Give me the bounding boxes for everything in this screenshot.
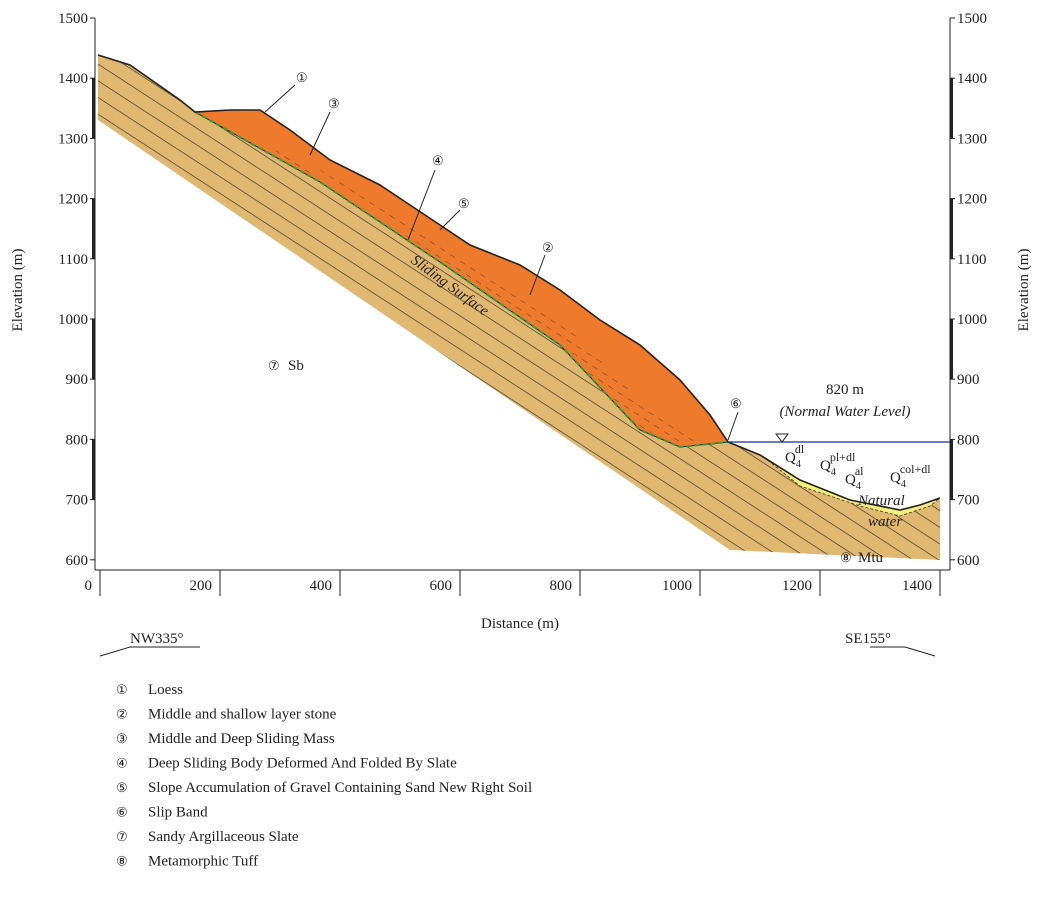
natural-water: Natural (857, 493, 905, 509)
legend-label: Middle and Deep Sliding Mass (148, 731, 335, 747)
x-tick-label: 1000 (662, 578, 692, 594)
q-sup: dl (795, 442, 805, 456)
marker: ② (542, 240, 554, 255)
q-sub: 4 (901, 479, 906, 490)
y-tick-label-right: 700 (957, 493, 980, 509)
y-axis-label: Elevation (m) (10, 249, 26, 332)
y-tick-label-right: 1500 (957, 11, 987, 27)
marker: ③ (328, 96, 340, 111)
legend-label: Sandy Argillaceous Slate (148, 829, 299, 845)
x-tick-label: 0 (85, 578, 93, 594)
q-sup: col+dl (900, 462, 931, 476)
x-tick-label: 600 (430, 578, 453, 594)
x-tick-label: 800 (550, 578, 573, 594)
direction-line (100, 647, 130, 656)
y-tick-label: 1100 (59, 252, 88, 268)
legend-label: Slope Accumulation of Gravel Containing … (148, 780, 532, 796)
quaternary-label: Q4dl (785, 442, 805, 470)
sb-label: Sb (288, 358, 304, 374)
natural-water: water (868, 514, 902, 530)
axis-ruler (950, 199, 953, 259)
y-tick-label-right: 600 (957, 553, 980, 569)
y-tick-label: 600 (66, 553, 89, 569)
cross-section: Elevation (m) Elevation (m) Distance (m)… (0, 0, 1037, 913)
marker: ① (296, 70, 308, 85)
q-sub: 4 (831, 467, 836, 478)
legend-marker: ⑤ (116, 780, 128, 795)
y-tick-label: 1300 (58, 131, 88, 147)
axis-ruler (92, 439, 95, 499)
y-tick-label-right: 900 (957, 372, 980, 388)
legend-marker: ④ (116, 756, 128, 771)
leader (310, 112, 330, 155)
direction-line (905, 647, 935, 656)
marker: ⑤ (458, 196, 470, 211)
direction-right: SE155° (845, 631, 891, 647)
x-tick-label: 200 (190, 578, 213, 594)
legend-marker: ⑧ (116, 854, 128, 869)
legend-label: Deep Sliding Body Deformed And Folded By… (148, 756, 457, 772)
legend-label: Middle and shallow layer stone (148, 707, 337, 723)
water-symbol (776, 434, 788, 442)
y-tick-label-right: 1300 (957, 131, 987, 147)
y-axis-label-right: Elevation (m) (1016, 249, 1032, 332)
legend-marker: ⑥ (116, 805, 128, 820)
axis-ruler (950, 319, 953, 379)
axis-ruler (92, 78, 95, 138)
x-tick-label: 1400 (902, 578, 932, 594)
y-tick-label: 900 (66, 372, 89, 388)
mtu-marker: ⑧ (840, 550, 852, 565)
y-tick-label-right: 1400 (957, 71, 987, 87)
q-sub: 4 (796, 459, 801, 470)
x-axis-label: Distance (m) (481, 616, 559, 632)
axis-ruler (92, 319, 95, 379)
y-tick-label: 700 (66, 493, 89, 509)
y-tick-label: 1400 (58, 71, 88, 87)
sb-marker: ⑦ (268, 358, 280, 373)
legend-label: Metamorphic Tuff (148, 854, 258, 870)
legend: ① Loess ② Middle and shallow layer stone ③ Mi… (116, 682, 532, 870)
legend-label: Slip Band (148, 805, 208, 821)
leader (728, 412, 738, 440)
y-tick-label: 1500 (58, 11, 88, 27)
y-tick-label-right: 1200 (957, 192, 987, 208)
q-sub: 4 (856, 481, 861, 492)
legend-marker: ⑦ (116, 829, 128, 844)
y-tick-label-right: 800 (957, 432, 980, 448)
legend-marker: ① (116, 682, 128, 697)
x-tick-label: 400 (310, 578, 333, 594)
legend-label: Loess (148, 682, 183, 698)
legend-marker: ③ (116, 731, 128, 746)
y-tick-label: 1200 (58, 192, 88, 208)
direction-left: NW335° (130, 631, 184, 647)
water-level-note: (Normal Water Level) (779, 404, 910, 420)
axis-ruler (950, 78, 953, 138)
leader (265, 85, 295, 112)
y-tick-label: 1000 (58, 312, 88, 328)
quaternary-label: Q4al (845, 464, 864, 492)
y-tick-label-right: 1100 (957, 252, 986, 268)
y-tick-label: 800 (66, 432, 89, 448)
axis-ruler (950, 439, 953, 499)
x-tick-label: 1200 (782, 578, 812, 594)
leader (440, 210, 460, 230)
water-level-value: 820 m (826, 382, 864, 398)
marker: ⑥ (730, 396, 742, 411)
q-sup: pl+dl (830, 450, 856, 464)
mtu-label: Mtu (858, 550, 884, 566)
q-sup: al (855, 464, 864, 478)
axis-ruler (92, 199, 95, 259)
quaternary-label: Q4col+dl (890, 462, 931, 490)
marker: ④ (432, 153, 444, 168)
legend-marker: ② (116, 707, 128, 722)
y-tick-label-right: 1000 (957, 312, 987, 328)
